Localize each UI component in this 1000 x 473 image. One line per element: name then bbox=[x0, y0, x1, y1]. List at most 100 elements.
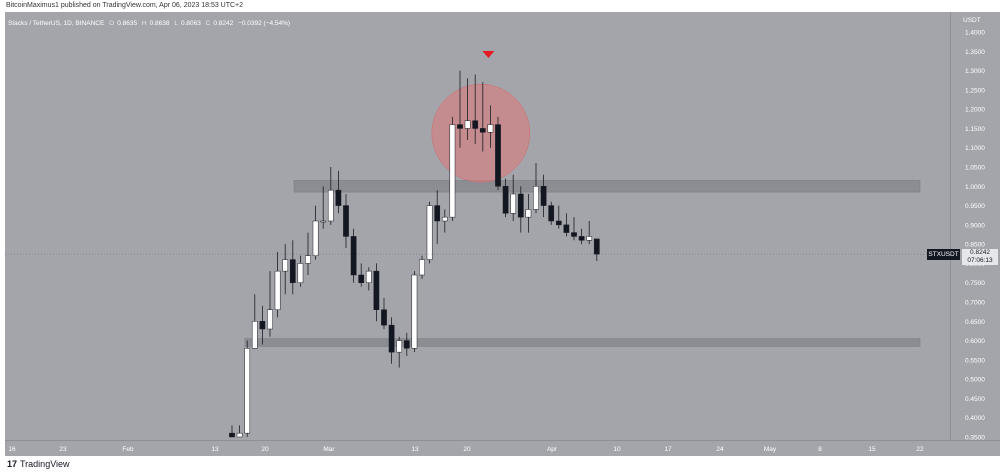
time-tick-label: 10 bbox=[613, 446, 621, 453]
time-tick-label: May bbox=[764, 446, 777, 453]
price-tick-label: 0.5000 bbox=[965, 377, 985, 384]
symbol-description[interactable]: Stacks / TetherUS, 1D, BINANCE bbox=[8, 20, 105, 27]
publisher-line: BitcoinMaximus1 published on TradingView… bbox=[6, 2, 244, 9]
price-tick-label: 0.7000 bbox=[965, 300, 985, 307]
candle-body bbox=[517, 193, 524, 218]
low-label: L bbox=[174, 20, 178, 27]
price-axis-currency: USDT bbox=[963, 17, 981, 24]
open-label: O bbox=[109, 20, 115, 27]
candle-body bbox=[533, 186, 539, 210]
candle-body bbox=[388, 324, 395, 353]
candle-body bbox=[419, 259, 425, 276]
symbol-price-tag: STXUSDT bbox=[927, 249, 960, 260]
candle-body bbox=[244, 348, 251, 434]
time-tick-label: Apr bbox=[547, 446, 558, 453]
candle-body bbox=[373, 270, 380, 310]
candle-body bbox=[449, 124, 456, 218]
price-tick-label: 0.4500 bbox=[965, 396, 985, 403]
price-tick-label: 0.5500 bbox=[965, 357, 985, 364]
time-tick-label: Feb bbox=[122, 446, 134, 453]
price-axis[interactable] bbox=[950, 12, 1000, 440]
tradingview-logo[interactable]: 17 TradingView bbox=[7, 459, 70, 470]
price-tick-label: 0.7500 bbox=[965, 280, 985, 287]
candle-body bbox=[365, 270, 372, 283]
candle-body bbox=[236, 432, 243, 438]
candle-body bbox=[297, 263, 304, 283]
candle-body bbox=[502, 186, 509, 214]
candle-body bbox=[411, 274, 418, 349]
candle-body bbox=[426, 205, 433, 260]
price-tick-label: 1.2500 bbox=[965, 87, 985, 94]
candle-body bbox=[525, 209, 532, 218]
high-label: H bbox=[141, 20, 147, 27]
price-tick-label: 1.0500 bbox=[965, 165, 985, 172]
close-value: 0.8242 bbox=[213, 20, 234, 27]
candle-body bbox=[441, 216, 448, 222]
price-tick-label: 1.1500 bbox=[965, 126, 985, 133]
candle-body bbox=[358, 274, 365, 283]
candle-body bbox=[350, 236, 357, 276]
price-tick-label: 0.4000 bbox=[965, 415, 985, 422]
last-price: 0.8242 bbox=[970, 249, 990, 256]
candle-body bbox=[312, 220, 319, 256]
candle-body bbox=[563, 224, 570, 233]
time-tick-label: 23 bbox=[59, 446, 67, 453]
price-tick-label: 1.2000 bbox=[965, 107, 985, 114]
candle-body bbox=[479, 128, 486, 133]
candle-body bbox=[282, 259, 289, 272]
last-price-label: 0.8242 07:06:13 bbox=[962, 249, 998, 265]
brand-name: TradingView bbox=[20, 459, 70, 469]
candle-body bbox=[578, 236, 585, 241]
time-tick-label: 15 bbox=[868, 446, 876, 453]
candle-body bbox=[593, 238, 600, 255]
candle-body bbox=[540, 186, 547, 206]
candle-body bbox=[586, 236, 593, 241]
time-axis[interactable] bbox=[5, 440, 1000, 457]
time-tick-label: Mar bbox=[323, 446, 335, 453]
time-tick-label: 13 bbox=[411, 446, 419, 453]
candle-body bbox=[229, 432, 235, 438]
time-tick-label: 22 bbox=[916, 446, 924, 453]
down-arrow-icon bbox=[482, 51, 495, 58]
price-tick-label: 0.6500 bbox=[965, 319, 985, 326]
price-tick-label: 1.4000 bbox=[965, 30, 985, 37]
price-zone bbox=[293, 180, 921, 193]
chart-plot-area[interactable] bbox=[5, 12, 950, 440]
price-tick-label: 0.9000 bbox=[965, 222, 985, 229]
candle-body bbox=[495, 124, 501, 187]
footer: 17 TradingView bbox=[0, 456, 1000, 473]
low-value: 0.8063 bbox=[180, 20, 201, 27]
candle-body bbox=[343, 205, 349, 237]
time-tick-label: 20 bbox=[463, 446, 471, 453]
candle-body bbox=[335, 189, 342, 206]
time-tick-label: 16 bbox=[8, 446, 16, 453]
candle-body bbox=[251, 321, 258, 349]
tradingview-logo-icon: 17 bbox=[7, 459, 18, 469]
open-value: 0.8635 bbox=[117, 20, 138, 27]
high-value: 0.8638 bbox=[149, 20, 170, 27]
candle-body bbox=[267, 309, 273, 330]
time-tick-label: 20 bbox=[261, 446, 269, 453]
candle-body bbox=[548, 205, 555, 222]
time-tick-label: 17 bbox=[664, 446, 672, 453]
price-tick-label: 1.3000 bbox=[965, 68, 985, 75]
candle-body bbox=[434, 205, 441, 222]
time-tick-label: 8 bbox=[818, 446, 822, 453]
price-tick-label: 0.9500 bbox=[965, 203, 985, 210]
candle-body bbox=[305, 255, 311, 264]
price-tick-label: 0.3500 bbox=[965, 435, 985, 442]
candle-body bbox=[555, 220, 562, 226]
candle-body bbox=[274, 270, 281, 310]
publisher-bar: BitcoinMaximus1 published on TradingView… bbox=[0, 0, 1000, 12]
price-tick-label: 0.6000 bbox=[965, 338, 985, 345]
price-tick-label: 1.0000 bbox=[965, 184, 985, 191]
candle-body bbox=[571, 232, 577, 237]
close-label: C bbox=[205, 20, 211, 27]
highlight-circle bbox=[431, 83, 531, 183]
candle-body bbox=[403, 340, 410, 349]
bar-countdown: 07:06:13 bbox=[967, 257, 993, 264]
candle-body bbox=[464, 120, 471, 129]
candle-body bbox=[327, 189, 334, 222]
candle-body bbox=[320, 220, 327, 223]
